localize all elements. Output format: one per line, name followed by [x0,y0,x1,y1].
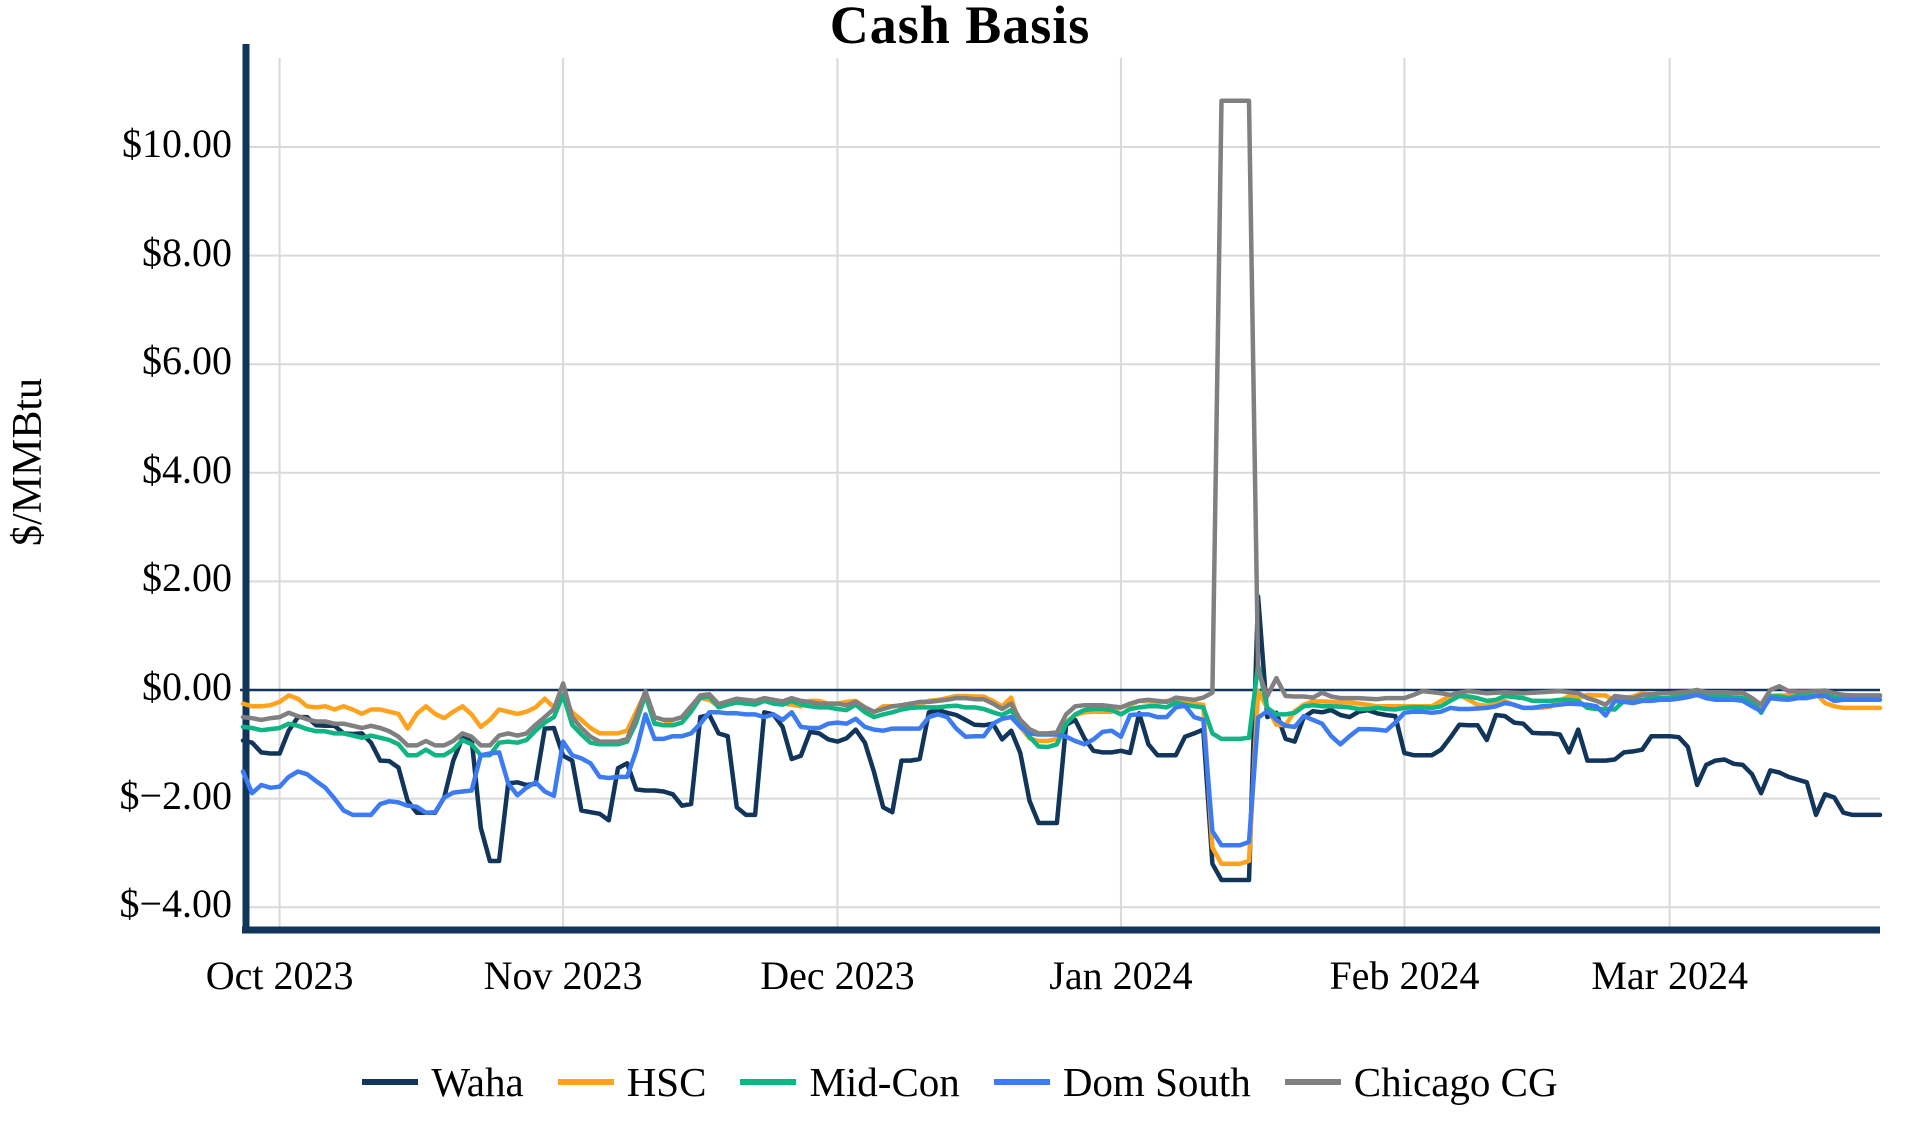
x-tick-label: Jan 2024 [1049,953,1193,998]
legend-label-hsc: HSC [626,1059,707,1105]
y-tick-label: $8.00 [142,229,232,275]
legend-item-waha: Waha [362,1058,524,1106]
legend-label-waha: Waha [431,1059,524,1105]
x-tick-label: Nov 2023 [483,953,643,998]
legend-item-mid-con: Mid-Con [740,1058,960,1106]
legend-item-chicago-cg: Chicago CG [1284,1058,1558,1106]
legend-swatch-dom-south [993,1079,1050,1085]
y-tick-label: $2.00 [142,555,232,601]
legend-swatch-mid-con [740,1079,797,1085]
legend-label-dom-south: Dom South [1062,1059,1251,1105]
series-line-mid-con [240,662,1883,758]
legend-swatch-waha [362,1079,419,1085]
y-tick-label: $0.00 [142,664,232,709]
legend-label-chicago-cg: Chicago CG [1353,1059,1558,1105]
legend-label-mid-con: Mid-Con [809,1059,960,1105]
x-tick-label: Mar 2024 [1591,953,1748,998]
legend-item-hsc: HSC [557,1058,707,1106]
x-tick-label: Feb 2024 [1329,953,1480,998]
legend-swatch-hsc [557,1079,614,1085]
x-tick-label: Oct 2023 [205,953,354,998]
series-line-waha [240,594,1883,883]
legend: Waha HSC Mid-Con Dom South Chicago CG [0,1058,1920,1106]
legend-item-dom-south: Dom South [993,1058,1251,1106]
x-tick-label: Dec 2023 [760,953,915,998]
y-tick-label: $−4.00 [119,881,232,927]
y-tick-label: $10.00 [122,121,232,166]
legend-swatch-chicago-cg [1284,1079,1341,1085]
series-line-dom-south [240,692,1883,848]
chart-title: Cash Basis [829,0,1091,55]
series-line-chicago-cg [240,98,1883,748]
y-tick-label: $4.00 [142,446,232,492]
y-tick-label: $−2.00 [119,772,232,818]
y-tick-label: $6.00 [142,338,232,384]
